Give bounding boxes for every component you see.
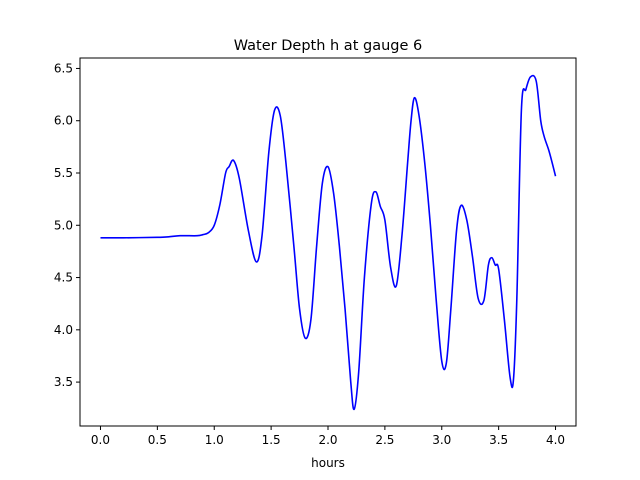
x-tick-label: 3.0 [432, 433, 451, 447]
x-tick-label: 0.5 [148, 433, 167, 447]
x-tick-label: 3.5 [489, 433, 508, 447]
series-line-0 [100, 74, 557, 411]
x-axis-label: hours [311, 456, 345, 470]
plot-frame [79, 57, 577, 427]
y-tick-label: 4.0 [54, 323, 73, 337]
x-tick-label: 2.0 [318, 433, 337, 447]
y-tick-label: 5.0 [54, 218, 73, 232]
y-tick-label: 5.5 [54, 166, 73, 180]
plot-area: 0.0 0.5 1.0 1.5 2.0 2.5 3.0 3.5 4.0 3.5 4.0 4.5 5.0 5… [54, 57, 577, 447]
chart-title: Water Depth h at gauge 6 [234, 38, 422, 54]
y-tick-label: 4.5 [54, 271, 73, 285]
x-tick-label: 1.5 [262, 433, 281, 447]
y-tick-label: 6.0 [54, 114, 73, 128]
x-tick-label: 1.0 [205, 433, 224, 447]
x-tick-label: 0.0 [91, 433, 110, 447]
x-tick-label: 4.0 [546, 433, 565, 447]
y-tick-label: 6.5 [54, 61, 73, 75]
x-tick-label: 2.5 [375, 433, 394, 447]
y-tick-label: 3.5 [54, 375, 73, 389]
